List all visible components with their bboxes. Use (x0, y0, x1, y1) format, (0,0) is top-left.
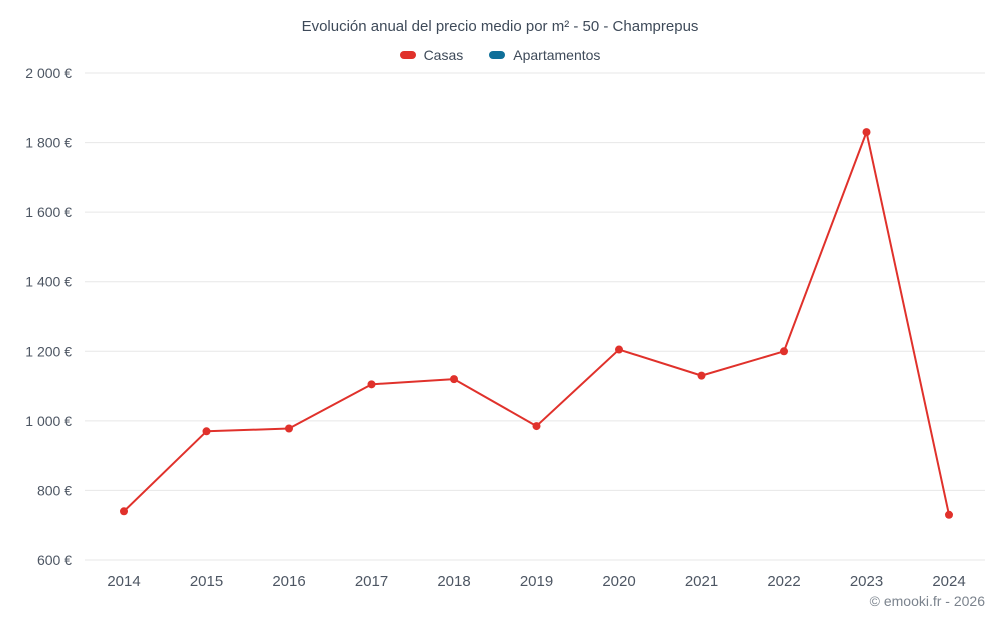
x-tick-label-2022: 2022 (767, 573, 800, 590)
y-tick-label-600: 600 € (37, 552, 72, 568)
legend-item-casas[interactable]: Casas (399, 47, 464, 63)
data-point-casas-2015[interactable] (202, 427, 211, 436)
legend-label-casas: Casas (423, 47, 464, 63)
data-point-casas-2018[interactable] (450, 375, 458, 384)
copyright-credit: © emooki.fr - 2026 (869, 593, 985, 609)
data-point-casas-2022[interactable] (780, 347, 788, 356)
y-tick-label-800: 800 € (37, 482, 72, 498)
x-tick-label-2015: 2015 (190, 573, 223, 590)
x-tick-label-2014: 2014 (107, 573, 140, 590)
data-point-casas-2020[interactable] (615, 345, 623, 354)
x-tick-label-2018: 2018 (437, 573, 470, 590)
legend-label-apartamentos: Apartamentos (513, 47, 601, 63)
legend-item-apartamentos[interactable]: Apartamentos (489, 47, 600, 63)
data-point-casas-2021[interactable] (697, 371, 706, 380)
y-tick-label-2000: 2 000 € (25, 65, 72, 81)
legend: Casas Apartamentos (0, 47, 1000, 63)
chart-title: Evolución anual del precio medio por m² … (301, 18, 699, 35)
data-point-casas-2019[interactable] (532, 422, 541, 431)
x-tick-label-2021: 2021 (685, 573, 718, 590)
x-tick-label-2019: 2019 (520, 573, 553, 590)
data-point-casas-2024[interactable] (945, 510, 953, 519)
apartamentos-swatch-icon (489, 51, 506, 59)
x-tick-label-2016: 2016 (272, 573, 305, 590)
data-point-casas-2016[interactable] (285, 424, 293, 433)
y-tick-label-1000: 1 000 € (25, 413, 72, 429)
data-point-casas-2014[interactable] (120, 507, 128, 516)
data-point-casas-2023[interactable] (862, 128, 871, 137)
x-tick-label-2023: 2023 (850, 573, 883, 590)
y-tick-label-1600: 1 600 € (25, 204, 72, 220)
series-line-casas (123, 131, 950, 515)
y-tick-label-1200: 1 200 € (25, 343, 72, 359)
casas-swatch-icon (399, 51, 416, 59)
x-tick-label-2024: 2024 (932, 573, 965, 590)
x-tick-label-2017: 2017 (355, 573, 388, 590)
data-point-casas-2017[interactable] (367, 380, 376, 389)
x-tick-label-2020: 2020 (602, 573, 635, 590)
y-tick-label-1400: 1 400 € (25, 274, 72, 290)
y-tick-label-1800: 1 800 € (25, 135, 72, 151)
